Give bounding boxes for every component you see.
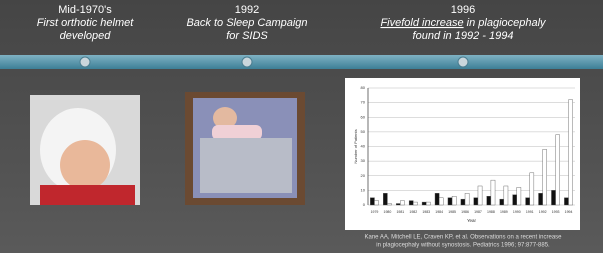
y-tick-label: 20: [361, 173, 366, 178]
bar: [478, 186, 482, 205]
event: First orthotic helmet: [37, 17, 135, 29]
bar: [383, 193, 387, 205]
date: 1996: [451, 4, 475, 16]
bar: [435, 193, 439, 205]
bar: [370, 198, 374, 205]
event: Back to Sleep Campaign: [186, 17, 307, 29]
citation: in plagiocephaly without synostosis. Ped…: [376, 243, 550, 249]
event: developed: [60, 30, 112, 42]
bar: [526, 198, 530, 205]
bar: [448, 198, 452, 205]
x-tick-label: 1992: [539, 210, 547, 214]
y-tick-label: 40: [361, 144, 366, 149]
bar: [551, 190, 555, 205]
x-axis-label: Year: [467, 218, 477, 223]
y-tick-label: 10: [361, 187, 366, 192]
bar: [491, 180, 495, 205]
x-tick-label: 1994: [565, 210, 573, 214]
x-tick-label: 1979: [371, 210, 379, 214]
helmet-photo: [30, 95, 140, 205]
x-tick-label: 1986: [461, 210, 469, 214]
bar: [461, 199, 465, 205]
y-tick-label: 70: [361, 100, 366, 105]
bar: [413, 202, 417, 205]
bar: [487, 196, 491, 205]
x-tick-label: 1990: [513, 210, 521, 214]
underlined-text: Fivefold increase: [380, 17, 463, 29]
x-tick-label: 1983: [422, 210, 430, 214]
crib-photo: [185, 92, 305, 205]
date: Mid-1970's: [58, 4, 112, 16]
bar: [543, 149, 547, 205]
slide: Mid-1970's First orthotic helmet develop…: [0, 0, 603, 253]
bar: [500, 199, 504, 205]
x-tick-label: 1987: [474, 210, 482, 214]
x-tick-label: 1981: [396, 210, 404, 214]
citation: Kane AA, Mitchell LE, Craven KP, et al. …: [365, 235, 563, 241]
bar: [422, 202, 426, 205]
bar: [474, 198, 478, 205]
bar: [400, 201, 404, 205]
bar: [439, 198, 443, 205]
bar: [564, 198, 568, 205]
x-tick-label: 1993: [552, 210, 560, 214]
event: found in 1992 - 1994: [413, 30, 514, 42]
x-tick-label: 1984: [435, 210, 443, 214]
bar: [387, 204, 391, 205]
y-tick-label: 60: [361, 114, 366, 119]
x-tick-label: 1988: [487, 210, 495, 214]
event-text: in plagiocephaly: [464, 17, 547, 29]
bar: [530, 173, 534, 205]
x-tick-label: 1980: [384, 210, 392, 214]
bar: [556, 135, 560, 205]
y-axis-label: Number of Patients: [353, 129, 358, 163]
bar: [504, 186, 508, 205]
y-tick-label: 50: [361, 129, 366, 134]
bar: [374, 201, 378, 205]
bar: [409, 201, 413, 205]
bar: [569, 100, 573, 205]
bar: [517, 187, 521, 205]
y-tick-label: 30: [361, 158, 366, 163]
bar: [513, 195, 517, 205]
bar: [539, 193, 543, 205]
bar: [465, 193, 469, 205]
y-tick-label: 80: [361, 85, 366, 90]
bar: [426, 202, 430, 205]
x-tick-label: 1991: [526, 210, 534, 214]
event: Fivefold increase in plagiocephaly: [380, 17, 547, 29]
x-tick-label: 1985: [448, 210, 456, 214]
event: for SIDS: [226, 30, 268, 42]
bar: [452, 196, 456, 205]
bar: [396, 204, 400, 205]
date: 1992: [235, 4, 259, 16]
x-tick-label: 1989: [500, 210, 508, 214]
x-tick-label: 1982: [409, 210, 417, 214]
